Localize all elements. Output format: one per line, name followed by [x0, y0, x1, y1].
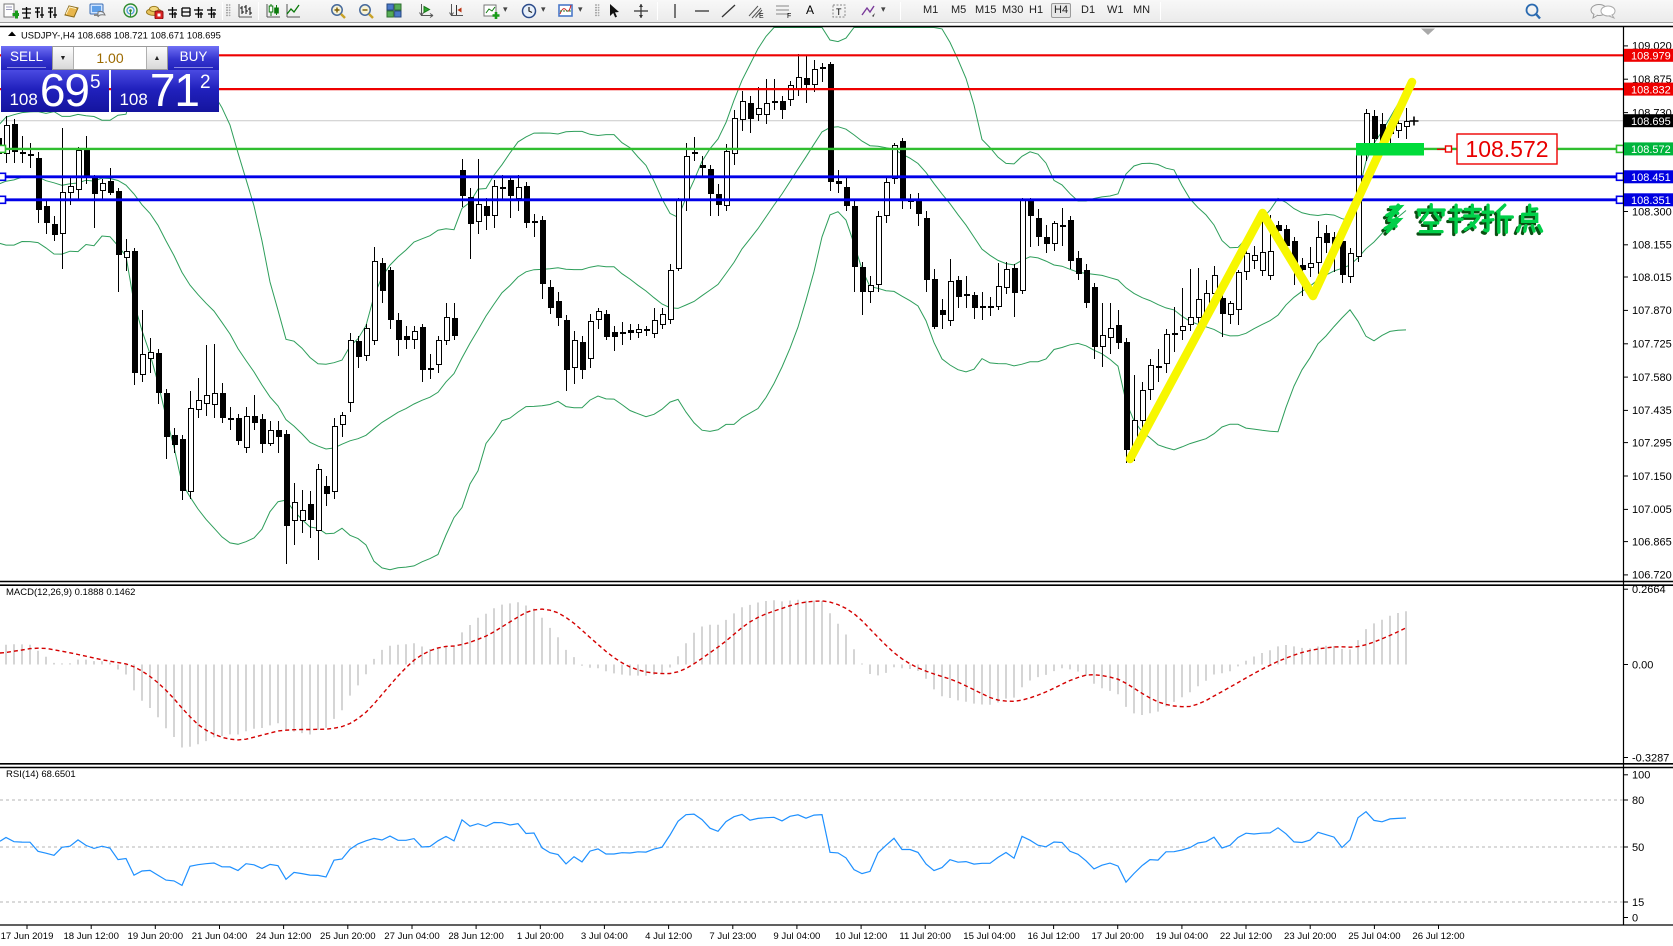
svg-text:108.832: 108.832: [1631, 84, 1671, 96]
svg-text:23 Jul 20:00: 23 Jul 20:00: [1284, 931, 1336, 942]
svg-text:17 Jun 2019: 17 Jun 2019: [1, 931, 54, 942]
svg-text:16 Jul 12:00: 16 Jul 12:00: [1027, 931, 1079, 942]
svg-text:0: 0: [1632, 912, 1638, 924]
svg-text:19 Jun 20:00: 19 Jun 20:00: [128, 931, 183, 942]
svg-text:0.00: 0.00: [1632, 659, 1653, 671]
svg-text:108.155: 108.155: [1632, 240, 1672, 252]
svg-text:21 Jun 04:00: 21 Jun 04:00: [192, 931, 247, 942]
svg-text:E: E: [759, 13, 764, 19]
svg-text:3 Jul 04:00: 3 Jul 04:00: [581, 931, 628, 942]
svg-text:F: F: [787, 13, 791, 19]
svg-text:11 Jul 20:00: 11 Jul 20:00: [899, 931, 951, 942]
svg-text:17 Jul 20:00: 17 Jul 20:00: [1092, 931, 1144, 942]
svg-text:22 Jul 12:00: 22 Jul 12:00: [1220, 931, 1272, 942]
svg-text:100: 100: [1632, 770, 1650, 782]
svg-text:108.015: 108.015: [1632, 272, 1672, 284]
svg-text:106.720: 106.720: [1632, 570, 1672, 582]
svg-text:15: 15: [1632, 897, 1644, 909]
svg-text:RSI(14) 68.6501: RSI(14) 68.6501: [6, 769, 76, 780]
svg-text:50: 50: [1632, 842, 1644, 854]
svg-text:15 Jul 04:00: 15 Jul 04:00: [963, 931, 1015, 942]
svg-text:107.580: 107.580: [1632, 372, 1672, 384]
svg-text:25 Jun 20:00: 25 Jun 20:00: [320, 931, 375, 942]
svg-text:108.351: 108.351: [1631, 195, 1671, 207]
svg-text:4 Jul 12:00: 4 Jul 12:00: [645, 931, 692, 942]
svg-text:26 Jul 12:00: 26 Jul 12:00: [1412, 931, 1464, 942]
svg-text:108.572: 108.572: [1465, 136, 1548, 162]
svg-text:USDJPY-,H4 108.688 108.721 10: USDJPY-,H4 108.688 108.721 108.671 108.6…: [21, 30, 221, 41]
svg-text:108.300: 108.300: [1632, 206, 1672, 218]
svg-text:MACD(12,26,9) 0.1888 0.1462: MACD(12,26,9) 0.1888 0.1462: [6, 587, 135, 598]
svg-text:25 Jul 04:00: 25 Jul 04:00: [1348, 931, 1400, 942]
svg-text:108.979: 108.979: [1631, 51, 1671, 63]
svg-text:9 Jul 04:00: 9 Jul 04:00: [773, 931, 820, 942]
svg-text:108.695: 108.695: [1631, 116, 1671, 128]
svg-text:107.295: 107.295: [1632, 437, 1672, 449]
svg-text:1 Jul 20:00: 1 Jul 20:00: [517, 931, 564, 942]
svg-text:24 Jun 12:00: 24 Jun 12:00: [256, 931, 311, 942]
svg-text:7 Jul 23:00: 7 Jul 23:00: [709, 931, 756, 942]
svg-text:19 Jul 04:00: 19 Jul 04:00: [1156, 931, 1208, 942]
svg-text:107.725: 107.725: [1632, 339, 1672, 351]
svg-text:108.451: 108.451: [1631, 172, 1671, 184]
svg-text:107.150: 107.150: [1632, 471, 1672, 483]
svg-text:108.572: 108.572: [1631, 144, 1671, 156]
svg-text:27 Jun 04:00: 27 Jun 04:00: [384, 931, 439, 942]
svg-text:106.865: 106.865: [1632, 536, 1672, 548]
svg-text:-0.3287: -0.3287: [1632, 752, 1669, 764]
svg-text:10 Jul 12:00: 10 Jul 12:00: [835, 931, 887, 942]
svg-text:80: 80: [1632, 795, 1644, 807]
svg-text:107.870: 107.870: [1632, 305, 1672, 317]
svg-text:28 Jun 12:00: 28 Jun 12:00: [448, 931, 503, 942]
svg-text:T: T: [836, 7, 842, 17]
svg-text:107.435: 107.435: [1632, 405, 1672, 417]
svg-text:18 Jun 12:00: 18 Jun 12:00: [63, 931, 118, 942]
svg-text:0.2664: 0.2664: [1632, 584, 1666, 596]
svg-text:107.005: 107.005: [1632, 504, 1672, 516]
